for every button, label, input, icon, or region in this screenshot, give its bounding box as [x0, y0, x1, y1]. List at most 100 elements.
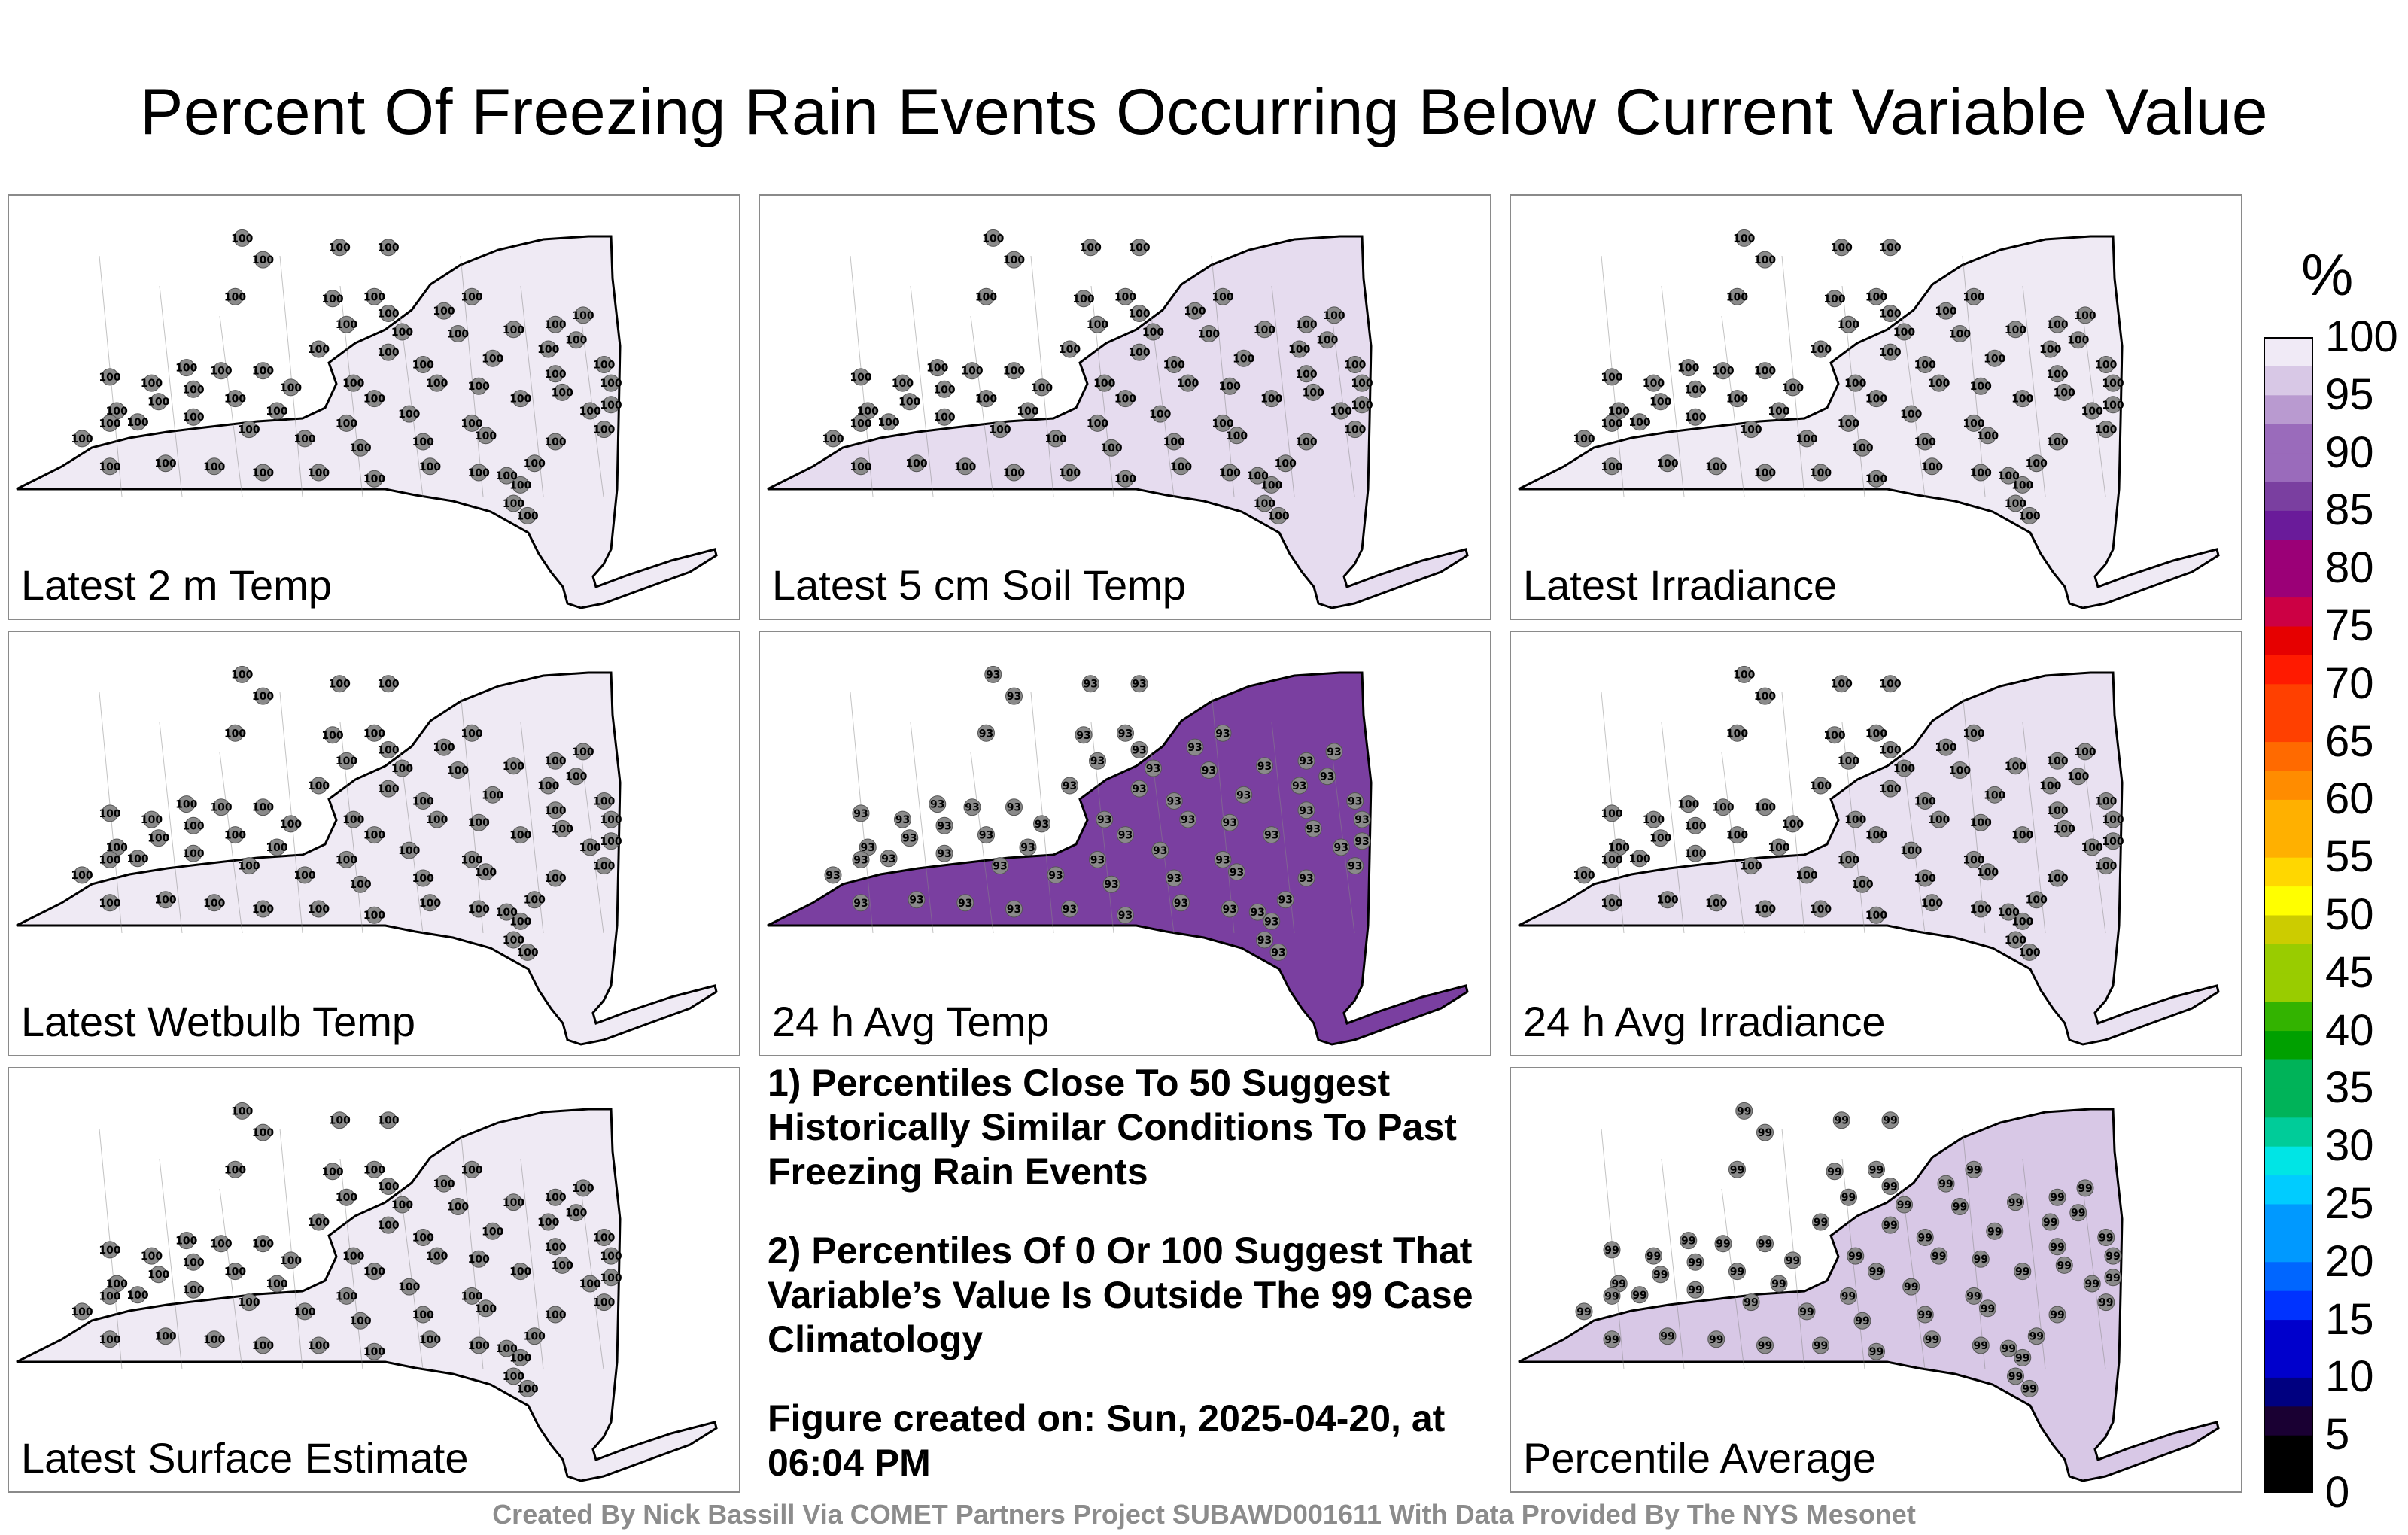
station-value: 100	[933, 384, 955, 396]
station-marker	[1117, 287, 1134, 305]
station-value: 100	[1087, 319, 1108, 331]
station-marker	[935, 844, 953, 862]
station-marker	[1263, 390, 1281, 408]
station-marker	[1784, 1251, 1801, 1269]
station-marker	[540, 777, 558, 795]
station-value: 100	[1323, 310, 1345, 322]
station-value: 100	[2026, 895, 2048, 907]
station-value: 100	[2102, 814, 2124, 826]
station-value: 100	[503, 1197, 524, 1209]
colorbar-segment	[2264, 1319, 2313, 1349]
station-marker	[1096, 810, 1114, 828]
station-value: 100	[600, 814, 622, 826]
station-value: 100	[600, 1272, 622, 1284]
station-marker	[1186, 738, 1204, 756]
station-marker	[1826, 726, 1844, 744]
station-value: 100	[336, 1192, 357, 1204]
county-line	[970, 752, 994, 934]
station-value: 100	[850, 461, 871, 473]
station-value: 100	[1003, 254, 1025, 266]
colorbar-border	[2264, 337, 2313, 1493]
station-marker	[1680, 795, 1698, 813]
station-marker	[1937, 738, 1955, 756]
station-value: 100	[1254, 498, 1275, 510]
station-value: 100	[126, 417, 148, 429]
station-marker	[1986, 349, 2004, 367]
station-marker	[1868, 906, 1885, 924]
station-marker	[574, 743, 592, 761]
colorbar-segment	[2264, 337, 2313, 366]
station-marker	[379, 239, 397, 257]
station-marker	[338, 850, 355, 868]
station-marker	[2048, 869, 2066, 887]
station-value: 93	[930, 799, 944, 811]
station-value: 99	[1918, 1309, 1932, 1321]
station-marker	[1019, 838, 1037, 856]
station-marker	[1179, 374, 1197, 392]
station-value: 100	[975, 394, 997, 406]
station-marker	[852, 457, 870, 476]
station-value: 100	[1879, 347, 1901, 359]
station-value: 100	[1072, 293, 1094, 305]
station-value: 93	[1104, 879, 1118, 891]
station-marker	[310, 340, 327, 358]
station-value: 100	[2039, 780, 2061, 792]
station-marker	[1172, 457, 1190, 476]
county-line	[1721, 752, 1745, 934]
station-value: 93	[1153, 845, 1167, 857]
station-marker	[2097, 421, 2115, 439]
county-line	[279, 1128, 303, 1370]
station-value: 93	[1118, 830, 1133, 842]
station-marker	[400, 1278, 418, 1296]
station-marker	[2076, 306, 2094, 324]
station-value: 100	[1914, 873, 1936, 885]
station-marker	[351, 1312, 369, 1330]
station-marker	[1263, 912, 1281, 930]
station-marker	[581, 1275, 599, 1293]
station-marker	[574, 1179, 592, 1197]
station-marker	[1603, 894, 1621, 912]
station-value: 100	[106, 842, 128, 854]
station-marker	[1798, 430, 1816, 448]
station-marker	[1868, 1160, 1885, 1178]
station-value: 100	[1740, 424, 1762, 436]
station-marker	[505, 757, 522, 775]
station-value: 100	[1831, 679, 1853, 691]
colorbar-segment	[2264, 741, 2313, 771]
station-value: 100	[252, 904, 274, 916]
station-marker	[602, 374, 620, 392]
station-value: 100	[1601, 372, 1622, 384]
station-marker	[1061, 900, 1078, 918]
station-marker	[497, 467, 515, 485]
map-panel-percentile-average: 99 99 99 99 99 99 99 99 99 99 99 99 99 99 99 99 99 99 99 99…	[1510, 1067, 2242, 1493]
station-marker	[1291, 340, 1309, 358]
station-value: 100	[321, 730, 343, 742]
station-marker	[345, 810, 363, 828]
station-value: 99	[1709, 1334, 1723, 1346]
station-marker	[852, 850, 870, 868]
station-value: 93	[1278, 895, 1293, 907]
station-value: 99	[1758, 1340, 1772, 1352]
station-marker	[1256, 757, 1273, 775]
ny-map: 100 100 100 100 100 100 100 100 100 100 100 100 100 1…	[1518, 665, 2220, 1046]
station-value: 100	[1114, 291, 1136, 303]
station-marker	[400, 405, 418, 423]
station-value: 100	[461, 1290, 482, 1302]
colorbar-tick-label: 10	[2325, 1352, 2374, 1402]
station-value: 100	[419, 898, 441, 910]
colorbar-segment	[2264, 1175, 2313, 1205]
station-value: 100	[1295, 319, 1317, 331]
station-marker	[1652, 393, 1670, 411]
station-marker	[1916, 792, 1934, 810]
station-marker	[1235, 786, 1253, 804]
station-value: 100	[1330, 406, 1352, 418]
station-marker	[338, 1188, 355, 1206]
station-marker	[963, 362, 981, 380]
station-value: 100	[2039, 344, 2061, 356]
station-value: 100	[565, 1208, 587, 1220]
station-value: 100	[1851, 442, 1873, 454]
station-marker	[338, 315, 355, 333]
station-value: 99	[1897, 1199, 1911, 1211]
station-marker	[505, 1367, 522, 1385]
station-marker	[227, 1263, 244, 1281]
